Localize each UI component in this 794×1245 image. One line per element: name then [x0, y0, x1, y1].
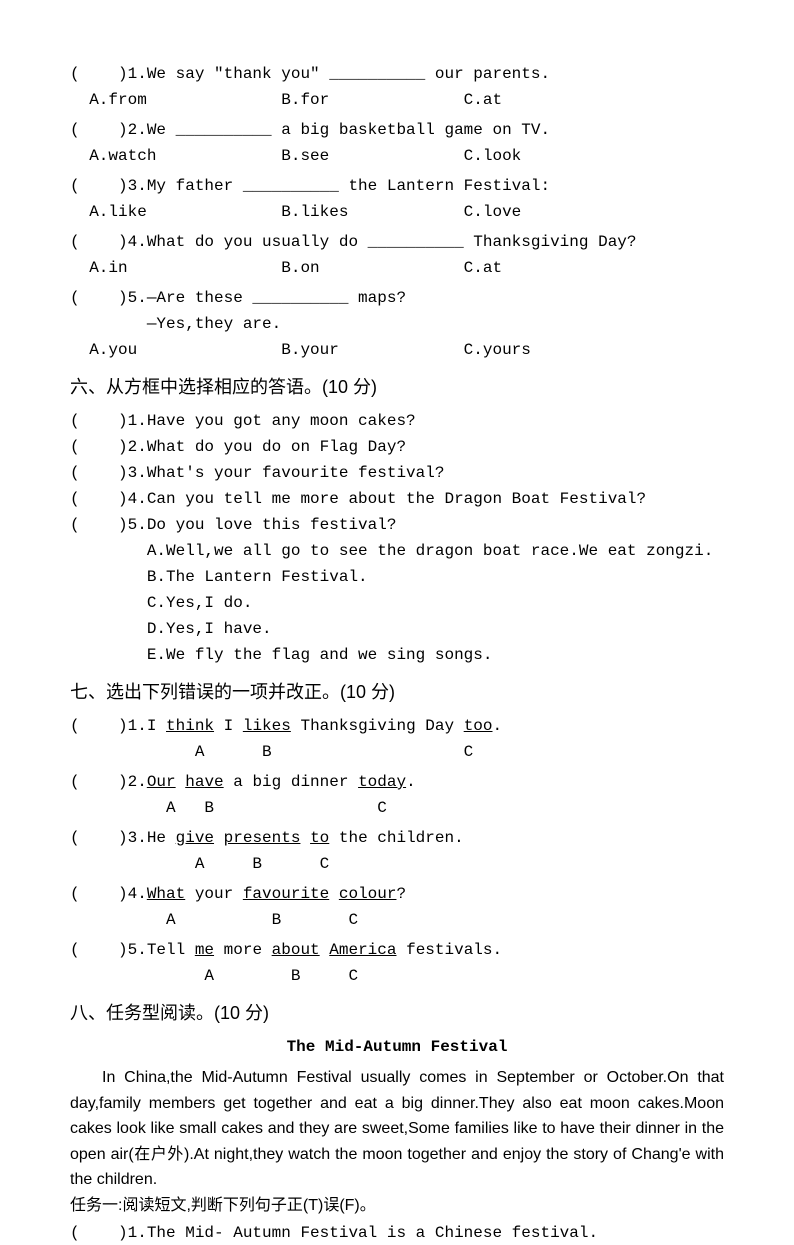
s6-q2: ( )2.What do you do on Flag Day? [70, 435, 724, 459]
s6-q1: ( )1.Have you got any moon cakes? [70, 409, 724, 433]
q5-1-opts: A.from B.for C.at [70, 88, 724, 112]
s7-q1-markers: A B C [70, 740, 724, 764]
section7-heading: 七、选出下列错误的一项并改正。(10 分) [70, 679, 724, 706]
passage-title: The Mid-Autumn Festival [70, 1035, 724, 1059]
s7-q4-markers: A B C [70, 908, 724, 932]
s7-q5-markers: A B C [70, 964, 724, 988]
q5-3-opts: A.like B.likes C.love [70, 200, 724, 224]
s7-q5: ( )5.Tell me more about America festival… [70, 938, 724, 962]
q5-4-opts: A.in B.on C.at [70, 256, 724, 280]
task1-label: 任务一:阅读短文,判断下列句子正(T)误(F)。 [70, 1193, 724, 1219]
s6-q4: ( )4.Can you tell me more about the Drag… [70, 487, 724, 511]
passage-body: In China,the Mid-Autumn Festival usually… [70, 1065, 724, 1193]
q5-1-line: ( )1.We say "thank you" __________ our p… [70, 62, 724, 86]
q5-2-line: ( )2.We __________ a big basketball game… [70, 118, 724, 142]
section6-heading: 六、从方框中选择相应的答语。(10 分) [70, 374, 724, 401]
s6-d: D.Yes,I have. [70, 617, 724, 641]
q5-2-opts: A.watch B.see C.look [70, 144, 724, 168]
s7-q1: ( )1.I think I likes Thanksgiving Day to… [70, 714, 724, 738]
s7-q3: ( )3.He give presents to the children. [70, 826, 724, 850]
section8-heading: 八、任务型阅读。(10 分) [70, 1000, 724, 1027]
s6-c: C.Yes,I do. [70, 591, 724, 615]
q5-5-opts: A.you B.your C.yours [70, 338, 724, 362]
s6-q3: ( )3.What's your favourite festival? [70, 461, 724, 485]
s6-a: A.Well,we all go to see the dragon boat … [70, 539, 724, 563]
s6-q5: ( )5.Do you love this festival? [70, 513, 724, 537]
q5-4-line: ( )4.What do you usually do __________ T… [70, 230, 724, 254]
s6-e: E.We fly the flag and we sing songs. [70, 643, 724, 667]
q5-3-line: ( )3.My father __________ the Lantern Fe… [70, 174, 724, 198]
s7-q2: ( )2.Our have a big dinner today. [70, 770, 724, 794]
q5-5-line2: —Yes,they are. [70, 312, 724, 336]
s6-b: B.The Lantern Festival. [70, 565, 724, 589]
s7-q2-markers: A B C [70, 796, 724, 820]
s7-q4: ( )4.What your favourite colour? [70, 882, 724, 906]
s8-t1: ( )1.The Mid- Autumn Festival is a Chine… [70, 1221, 724, 1245]
q5-5-line1: ( )5.—Are these __________ maps? [70, 286, 724, 310]
s7-q3-markers: A B C [70, 852, 724, 876]
